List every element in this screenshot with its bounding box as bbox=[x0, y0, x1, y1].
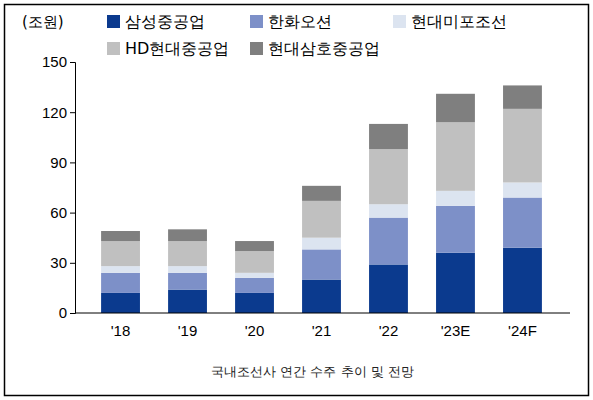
tick-label: 30 bbox=[50, 254, 67, 271]
tick-label: '20 bbox=[245, 322, 265, 339]
tick: 0 bbox=[59, 304, 75, 321]
legend-label: 현대삼호중공업 bbox=[268, 39, 380, 58]
tick: 90 bbox=[50, 154, 75, 171]
legend-item: HD현대중공업 bbox=[107, 39, 229, 58]
bar bbox=[168, 241, 207, 266]
legend-item: 현대삼호중공업 bbox=[250, 39, 380, 58]
tick-label: 150 bbox=[42, 53, 67, 70]
tick-label: '21 bbox=[312, 322, 332, 339]
series bbox=[101, 109, 542, 273]
bar bbox=[503, 248, 542, 313]
series bbox=[101, 198, 542, 293]
bar bbox=[168, 229, 207, 241]
bar bbox=[235, 251, 274, 273]
bar bbox=[168, 273, 207, 290]
legend-label: 현대미포조선 bbox=[411, 12, 507, 31]
title: 국내조선사 연간 수주 추이 및 전망 bbox=[211, 364, 414, 379]
bar bbox=[101, 293, 140, 313]
x-axis: '18 '19 '20 '21 '22 '23E '24F bbox=[75, 313, 570, 339]
legend-label: HD현대중공업 bbox=[125, 39, 229, 58]
bar bbox=[101, 231, 140, 241]
bars bbox=[101, 85, 542, 313]
legend-item: 한화오션 bbox=[250, 12, 332, 31]
bar bbox=[302, 186, 341, 201]
bar bbox=[503, 182, 542, 197]
legend-item: 삼성중공업 bbox=[107, 12, 205, 31]
bar bbox=[436, 191, 475, 206]
bar bbox=[302, 201, 341, 238]
bar bbox=[302, 238, 341, 250]
legend-item: 현대미포조선 bbox=[393, 12, 507, 31]
tick: '24F bbox=[508, 313, 537, 339]
bar bbox=[436, 206, 475, 253]
legend-label: 한화오션 bbox=[268, 12, 332, 31]
bar bbox=[369, 124, 408, 149]
bar bbox=[101, 273, 140, 293]
tick-label: 0 bbox=[59, 304, 67, 321]
series bbox=[101, 248, 542, 313]
legend-swatch bbox=[107, 42, 120, 55]
bar bbox=[369, 264, 408, 313]
tick: '23E bbox=[441, 313, 471, 339]
legend-swatch bbox=[250, 15, 263, 28]
series bbox=[101, 85, 542, 251]
tick-mark bbox=[70, 213, 75, 214]
series bbox=[101, 182, 542, 277]
y-axis: 0 30 60 90 120 150 bbox=[42, 53, 76, 321]
tick: 120 bbox=[42, 104, 75, 121]
axis-title: (조원) bbox=[22, 13, 64, 31]
tick-mark bbox=[70, 162, 75, 163]
legend-swatch bbox=[107, 15, 120, 28]
tick: '19 bbox=[178, 313, 198, 339]
tick-mark bbox=[70, 313, 75, 314]
tick-label: 60 bbox=[50, 204, 67, 221]
tick: 60 bbox=[50, 204, 75, 221]
bar bbox=[369, 149, 408, 204]
bar bbox=[235, 241, 274, 251]
tick-label: '24F bbox=[508, 322, 537, 339]
bar bbox=[503, 198, 542, 248]
bar bbox=[235, 278, 274, 293]
frame bbox=[5, 5, 589, 396]
legend: 삼성중공업 한화오션 현대미포조선 HD현대중공업 현대삼호중공업 bbox=[107, 12, 507, 58]
tick-label: '22 bbox=[379, 322, 399, 339]
axis-line bbox=[70, 63, 76, 314]
tick: 30 bbox=[50, 254, 75, 271]
legend-swatch bbox=[393, 15, 406, 28]
tick: '18 bbox=[111, 313, 131, 339]
bar bbox=[436, 94, 475, 122]
bar bbox=[436, 122, 475, 191]
bar bbox=[235, 293, 274, 313]
bar bbox=[101, 266, 140, 273]
bar bbox=[235, 273, 274, 278]
bar bbox=[168, 290, 207, 313]
tick: '22 bbox=[379, 313, 399, 339]
bar bbox=[168, 266, 207, 273]
bar bbox=[369, 218, 408, 265]
tick-label: '18 bbox=[111, 322, 131, 339]
bar bbox=[503, 109, 542, 183]
tick-mark bbox=[70, 112, 75, 113]
legend-label: 삼성중공업 bbox=[125, 12, 205, 31]
bar bbox=[369, 204, 408, 217]
bar bbox=[436, 253, 475, 313]
bar bbox=[302, 280, 341, 313]
tick: '20 bbox=[245, 313, 265, 339]
tick: 150 bbox=[42, 53, 75, 70]
axis-line bbox=[75, 313, 570, 314]
bar bbox=[302, 249, 341, 279]
bar bbox=[101, 241, 140, 266]
bar bbox=[503, 85, 542, 108]
tick: '21 bbox=[312, 313, 332, 339]
chart: 0 30 60 90 120 150 '18 '19 '20 '21 '22 '23E '24F (조원)… bbox=[0, 0, 593, 400]
tick-label: 90 bbox=[50, 154, 67, 171]
legend-swatch bbox=[250, 42, 263, 55]
tick-label: 120 bbox=[42, 104, 67, 121]
tick-mark bbox=[70, 62, 75, 63]
tick-label: '23E bbox=[441, 322, 471, 339]
tick-mark bbox=[70, 263, 75, 264]
tick-label: '19 bbox=[178, 322, 198, 339]
